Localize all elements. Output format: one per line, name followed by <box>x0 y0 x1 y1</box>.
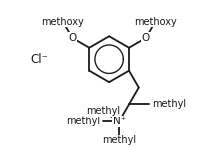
Text: O: O <box>142 33 150 43</box>
Text: methoxy: methoxy <box>41 17 84 27</box>
Text: methoxy: methoxy <box>134 17 177 27</box>
Text: methyl: methyl <box>152 99 186 109</box>
Text: Cl⁻: Cl⁻ <box>31 53 48 66</box>
Text: methyl: methyl <box>86 106 120 116</box>
Text: O: O <box>68 33 77 43</box>
Text: N⁺: N⁺ <box>113 116 126 126</box>
Text: methyl: methyl <box>102 135 136 145</box>
Text: methyl: methyl <box>66 116 100 126</box>
